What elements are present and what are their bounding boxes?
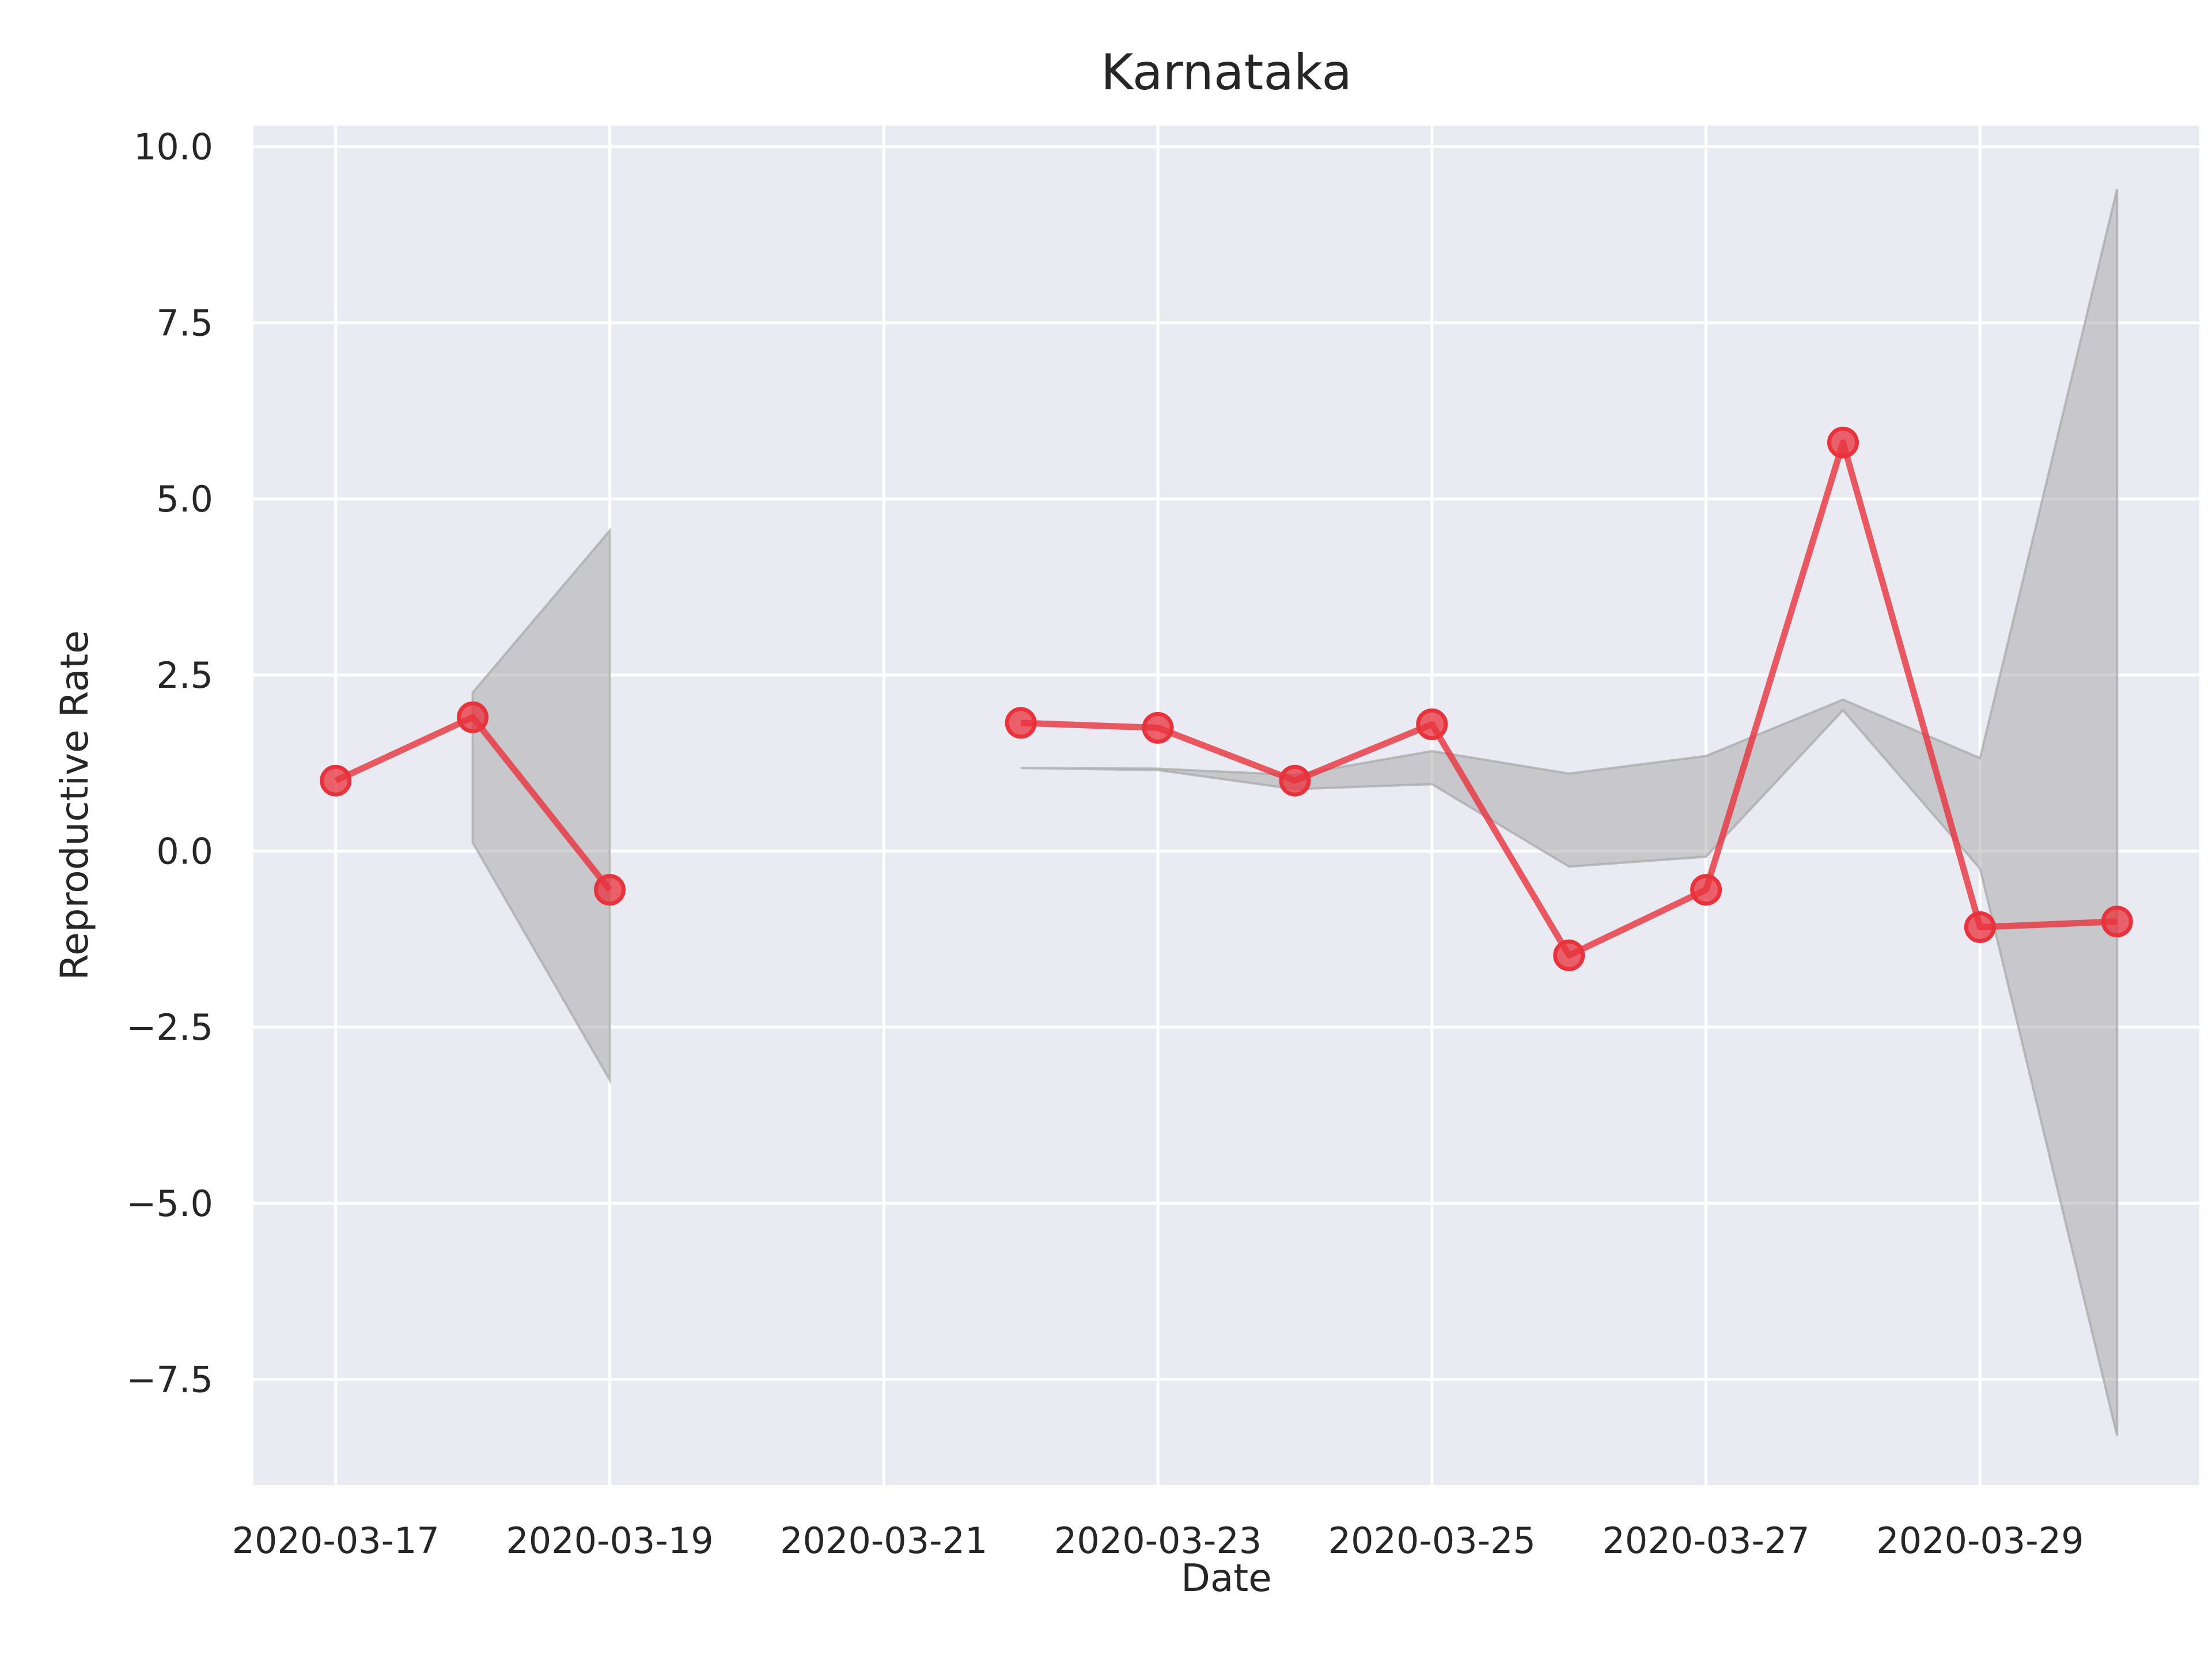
- data-point: [320, 764, 352, 797]
- y-tick-label: 7.5: [156, 302, 213, 344]
- data-point: [1005, 707, 1037, 739]
- x-tick-label: 2020-03-19: [506, 1520, 713, 1562]
- y-tick-label: 10.0: [134, 126, 213, 168]
- y-tick-label: −7.5: [126, 1359, 213, 1401]
- data-point: [1279, 764, 1311, 797]
- series-points: [320, 426, 2133, 971]
- data-point: [1964, 911, 1996, 944]
- grid-lines: [253, 126, 2199, 1485]
- x-axis-label: Date: [1181, 1556, 1272, 1600]
- y-tick-label: 5.0: [156, 478, 213, 520]
- data-point: [1416, 708, 1448, 740]
- data-point: [1827, 426, 1859, 459]
- data-point: [594, 874, 626, 906]
- y-tick-label: 0.0: [156, 830, 213, 872]
- y-tick-label: 2.5: [156, 654, 213, 696]
- data-point: [457, 701, 489, 733]
- y-tick-label: −2.5: [126, 1006, 213, 1048]
- data-point: [1142, 711, 1174, 744]
- y-tick-label: −5.0: [126, 1183, 213, 1225]
- x-tick-label: 2020-03-21: [780, 1520, 987, 1562]
- y-axis-label: Reproductive Rate: [52, 630, 97, 980]
- data-point: [2101, 906, 2133, 938]
- x-tick-label: 2020-03-27: [1602, 1520, 1809, 1562]
- x-tick-label: 2020-03-23: [1054, 1520, 1262, 1562]
- y-tick-labels: 10.0 7.5 5.0 2.5 0.0 −2.5 −5.0 −7.5: [126, 126, 213, 1401]
- x-tick-label: 2020-03-29: [1876, 1520, 2084, 1562]
- confidence-band: [1021, 188, 2119, 1436]
- chart-title: Karnataka: [1101, 44, 1352, 101]
- data-point: [1690, 874, 1722, 906]
- x-tick-labels: 2020-03-17 2020-03-19 2020-03-21 2020-03-23…: [232, 1520, 2084, 1562]
- data-point: [1553, 939, 1585, 971]
- x-tick-label: 2020-03-17: [232, 1520, 440, 1562]
- x-tick-label: 2020-03-25: [1328, 1520, 1536, 1562]
